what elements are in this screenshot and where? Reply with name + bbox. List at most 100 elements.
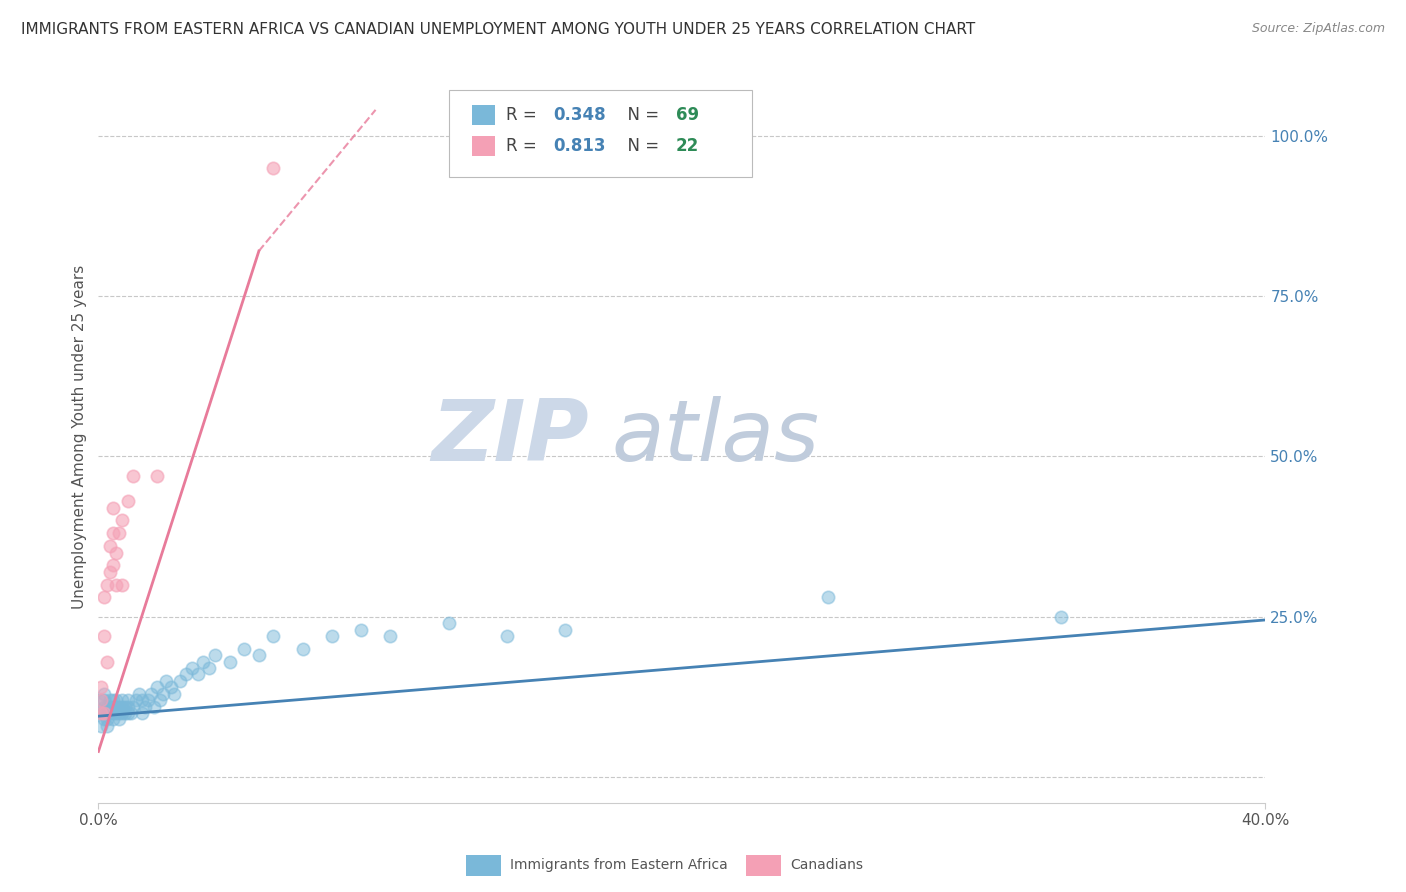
Point xyxy=(122,699,145,714)
Point xyxy=(139,687,162,701)
Point xyxy=(90,706,112,720)
Text: ZIP: ZIP xyxy=(430,395,589,479)
Point xyxy=(108,526,131,541)
Point xyxy=(262,161,284,175)
Text: R =: R = xyxy=(506,137,543,155)
Point xyxy=(93,687,115,701)
Point xyxy=(101,712,124,726)
Point xyxy=(96,699,118,714)
Point xyxy=(142,699,165,714)
FancyBboxPatch shape xyxy=(472,136,495,156)
Text: 0.348: 0.348 xyxy=(553,106,606,124)
Point xyxy=(169,673,191,688)
Point xyxy=(122,468,145,483)
Point xyxy=(233,641,256,656)
Point xyxy=(101,558,124,573)
Point xyxy=(117,699,139,714)
Point xyxy=(554,623,576,637)
Text: 22: 22 xyxy=(676,137,699,155)
FancyBboxPatch shape xyxy=(465,855,501,876)
Point xyxy=(146,468,169,483)
Point xyxy=(111,706,134,720)
Point xyxy=(101,526,124,541)
Point xyxy=(174,667,197,681)
Point xyxy=(98,706,121,720)
Text: Immigrants from Eastern Africa: Immigrants from Eastern Africa xyxy=(510,858,728,872)
Point xyxy=(117,494,139,508)
Point xyxy=(146,681,169,695)
Point xyxy=(136,693,159,707)
Point xyxy=(193,655,215,669)
Text: 0.813: 0.813 xyxy=(553,137,606,155)
Point xyxy=(98,693,121,707)
Text: R =: R = xyxy=(506,106,543,124)
Point xyxy=(96,577,118,591)
Point xyxy=(101,706,124,720)
Point xyxy=(93,629,115,643)
Point xyxy=(104,577,127,591)
Point xyxy=(104,693,127,707)
Point xyxy=(218,655,240,669)
Point xyxy=(247,648,270,663)
Text: atlas: atlas xyxy=(612,395,820,479)
Y-axis label: Unemployment Among Youth under 25 years: Unemployment Among Youth under 25 years xyxy=(72,265,87,609)
Point xyxy=(117,693,139,707)
Point xyxy=(98,539,121,553)
Point xyxy=(321,629,343,643)
Point xyxy=(437,616,460,631)
Point xyxy=(96,712,118,726)
Point xyxy=(131,706,153,720)
Point xyxy=(262,629,284,643)
Point xyxy=(160,681,183,695)
Point xyxy=(98,565,121,579)
Point xyxy=(96,719,118,733)
Point xyxy=(104,706,127,720)
FancyBboxPatch shape xyxy=(747,855,782,876)
FancyBboxPatch shape xyxy=(449,90,752,178)
Point xyxy=(90,693,112,707)
Point xyxy=(111,693,134,707)
Text: Canadians: Canadians xyxy=(790,858,863,872)
Text: N =: N = xyxy=(617,106,665,124)
Point xyxy=(198,661,221,675)
Point xyxy=(134,699,156,714)
Point xyxy=(101,693,124,707)
Point xyxy=(114,699,136,714)
Point xyxy=(350,623,373,637)
Point xyxy=(111,514,134,528)
Point xyxy=(125,693,148,707)
Point xyxy=(108,699,131,714)
Point xyxy=(90,706,112,720)
Point xyxy=(187,667,209,681)
Text: 69: 69 xyxy=(676,106,699,124)
Point xyxy=(93,699,115,714)
Point xyxy=(93,591,115,605)
Point xyxy=(108,712,131,726)
Point xyxy=(104,699,127,714)
Text: N =: N = xyxy=(617,137,665,155)
Point xyxy=(108,706,131,720)
Point xyxy=(114,706,136,720)
Point xyxy=(117,706,139,720)
Point xyxy=(90,681,112,695)
Point xyxy=(291,641,314,656)
Point xyxy=(111,577,134,591)
Point xyxy=(93,712,115,726)
Point xyxy=(496,629,519,643)
Point xyxy=(98,699,121,714)
Point xyxy=(111,699,134,714)
Point xyxy=(817,591,839,605)
Point xyxy=(128,687,150,701)
Point xyxy=(90,719,112,733)
Point xyxy=(90,693,112,707)
Point xyxy=(204,648,226,663)
Point xyxy=(380,629,402,643)
Point xyxy=(120,706,142,720)
Point xyxy=(152,687,174,701)
Point xyxy=(96,655,118,669)
Point xyxy=(104,545,127,559)
Point xyxy=(96,706,118,720)
Text: Source: ZipAtlas.com: Source: ZipAtlas.com xyxy=(1251,22,1385,36)
Point xyxy=(101,699,124,714)
Point xyxy=(149,693,172,707)
